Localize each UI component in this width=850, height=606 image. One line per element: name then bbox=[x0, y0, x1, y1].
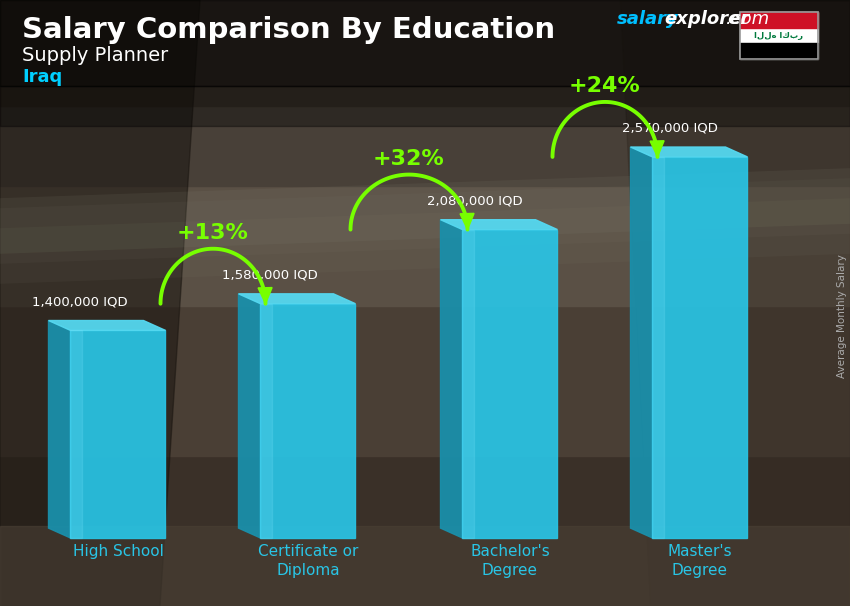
Polygon shape bbox=[631, 147, 653, 538]
Bar bbox=[462, 230, 558, 538]
Bar bbox=[653, 157, 747, 538]
Polygon shape bbox=[48, 321, 166, 330]
Bar bbox=[71, 330, 166, 538]
Text: +13%: +13% bbox=[176, 223, 248, 243]
Bar bbox=[0, 106, 850, 186]
Bar bbox=[0, 456, 850, 606]
Bar bbox=[740, 12, 818, 59]
Bar bbox=[0, 306, 850, 456]
Text: salary: salary bbox=[617, 10, 679, 28]
Text: +24%: +24% bbox=[569, 76, 640, 96]
Polygon shape bbox=[653, 157, 665, 538]
Text: 1,400,000 IQD: 1,400,000 IQD bbox=[32, 295, 127, 308]
Polygon shape bbox=[462, 230, 474, 538]
Text: Salary Comparison By Education: Salary Comparison By Education bbox=[22, 16, 555, 44]
Text: 2,570,000 IQD: 2,570,000 IQD bbox=[622, 122, 718, 135]
Text: High School: High School bbox=[72, 544, 163, 559]
Text: .com: .com bbox=[726, 10, 770, 28]
Text: 1,580,000 IQD: 1,580,000 IQD bbox=[222, 268, 318, 282]
Polygon shape bbox=[260, 304, 273, 538]
Polygon shape bbox=[440, 220, 558, 230]
Bar bbox=[740, 12, 818, 59]
Text: Average Monthly Salary: Average Monthly Salary bbox=[837, 254, 847, 378]
Text: Supply Planner: Supply Planner bbox=[22, 46, 168, 65]
Polygon shape bbox=[440, 220, 462, 538]
Text: Master's
Degree: Master's Degree bbox=[668, 544, 733, 578]
Polygon shape bbox=[239, 294, 260, 538]
Text: Certificate or
Diploma: Certificate or Diploma bbox=[258, 544, 358, 578]
Bar bbox=[0, 186, 850, 306]
Polygon shape bbox=[48, 321, 71, 538]
Text: Bachelor's
Degree: Bachelor's Degree bbox=[470, 544, 550, 578]
Bar bbox=[740, 12, 818, 28]
Polygon shape bbox=[620, 0, 850, 606]
Text: الله اكبر: الله اكبر bbox=[755, 31, 803, 40]
Polygon shape bbox=[258, 288, 272, 304]
Polygon shape bbox=[71, 330, 82, 538]
Bar bbox=[0, 86, 850, 126]
Polygon shape bbox=[239, 294, 355, 304]
Bar bbox=[0, 0, 850, 106]
Text: Iraq: Iraq bbox=[22, 68, 62, 86]
Text: explorer: explorer bbox=[664, 10, 749, 28]
Bar bbox=[260, 304, 355, 538]
Polygon shape bbox=[0, 0, 200, 606]
Polygon shape bbox=[650, 141, 664, 157]
Bar bbox=[740, 44, 818, 59]
Polygon shape bbox=[631, 147, 747, 157]
Bar bbox=[0, 0, 850, 86]
Polygon shape bbox=[460, 213, 474, 230]
Bar bbox=[0, 526, 850, 606]
Text: +32%: +32% bbox=[372, 148, 444, 168]
Text: 2,080,000 IQD: 2,080,000 IQD bbox=[428, 195, 523, 208]
